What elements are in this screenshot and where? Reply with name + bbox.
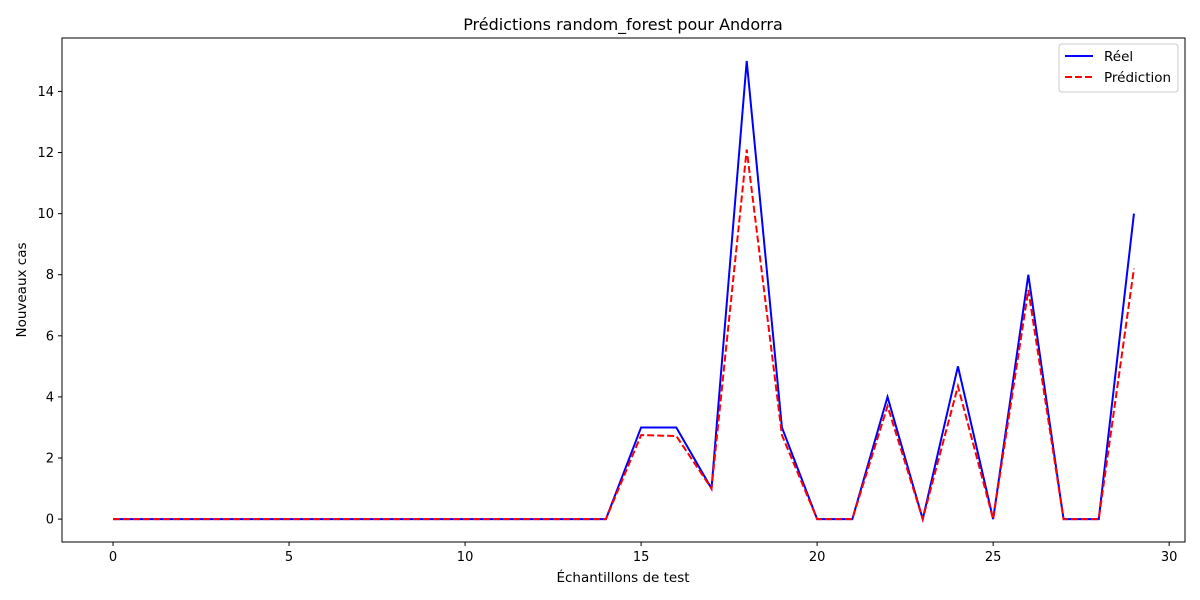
- y-axis: 0 2 4 6 8 10 12 14: [37, 85, 62, 528]
- plot-frame: [61, 37, 1186, 543]
- y-tick-label: 4: [46, 390, 54, 405]
- x-tick-label: 25: [985, 550, 1002, 565]
- y-tick-label: 8: [46, 268, 54, 283]
- chart-title: Prédictions random_forest pour Andorra: [463, 15, 783, 35]
- y-tick-label: 2: [46, 452, 54, 467]
- plot-background: [62, 38, 1185, 542]
- y-tick-label: 0: [46, 513, 54, 528]
- x-tick-label: 30: [1161, 550, 1178, 565]
- x-tick-label: 20: [809, 550, 826, 565]
- y-tick-label: 10: [37, 207, 54, 222]
- series-line-prediction: [113, 149, 1135, 523]
- y-axis-label: Nouveaux cas: [14, 242, 30, 337]
- series-layer: [113, 60, 1135, 524]
- x-tick-label: 0: [109, 550, 117, 565]
- y-tick-label: 6: [46, 329, 54, 344]
- x-tick-label: 10: [457, 550, 474, 565]
- legend: Réel Prédiction: [1058, 43, 1179, 93]
- x-axis: 0 5 10 15 20 25 30: [109, 542, 1178, 565]
- y-tick-label: 14: [37, 85, 54, 100]
- x-axis-label: Échantillons de test: [556, 569, 689, 586]
- x-tick-label: 15: [633, 550, 650, 565]
- x-tick-label: 5: [285, 550, 293, 565]
- legend-label-reel: Réel: [1104, 49, 1133, 65]
- y-tick-label: 12: [37, 146, 54, 161]
- legend-label-prediction: Prédiction: [1104, 70, 1171, 86]
